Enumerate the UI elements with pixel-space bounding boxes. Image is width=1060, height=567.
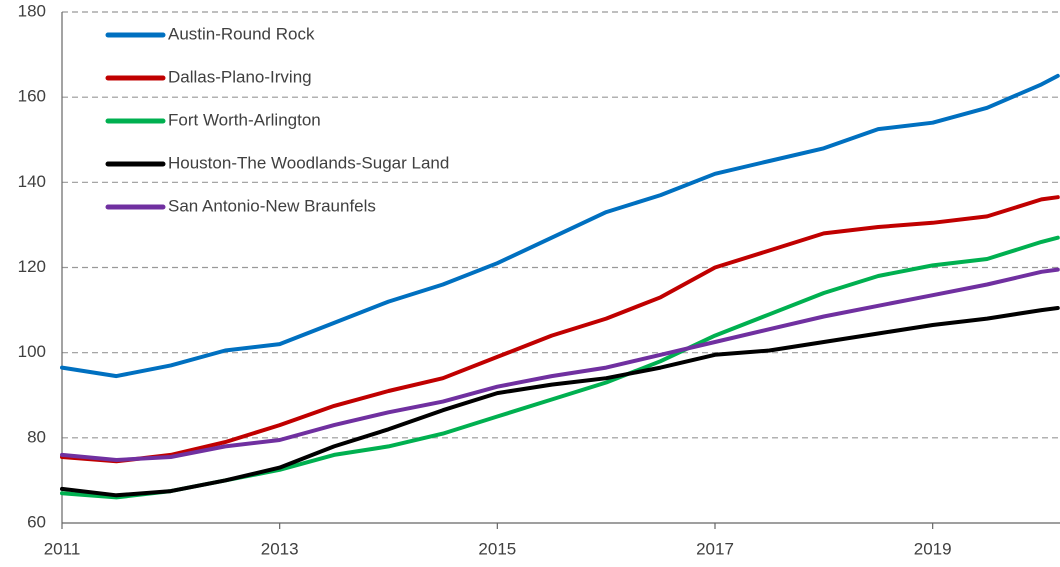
series-line: [60, 195, 1060, 464]
series-line: [60, 306, 1060, 498]
y-tick-label: 100: [18, 342, 46, 361]
legend-label: Dallas-Plano-Irving: [168, 67, 312, 86]
y-tick-label: 140: [18, 172, 46, 191]
y-tick-label: 80: [27, 427, 46, 446]
y-tick-label: 180: [18, 1, 46, 20]
x-tick-label: 2013: [261, 539, 299, 558]
legend-label: Houston-The Woodlands-Sugar Land: [168, 153, 449, 172]
y-tick-label: 160: [18, 87, 46, 106]
x-tick-label: 2011: [44, 539, 81, 558]
y-tick-label: 120: [18, 257, 46, 276]
y-tick-label: 60: [27, 512, 46, 531]
x-tick-label: 2015: [478, 539, 516, 558]
legend-label: Austin-Round Rock: [168, 24, 315, 43]
series-line: [60, 73, 1060, 379]
x-tick-label: 2017: [696, 539, 734, 558]
series-line: [60, 235, 1060, 500]
series-line: [60, 267, 1060, 462]
legend-label: Fort Worth-Arlington: [168, 110, 321, 129]
x-tick-label: 2019: [914, 539, 952, 558]
legend-label: San Antonio-New Braunfels: [168, 196, 376, 215]
